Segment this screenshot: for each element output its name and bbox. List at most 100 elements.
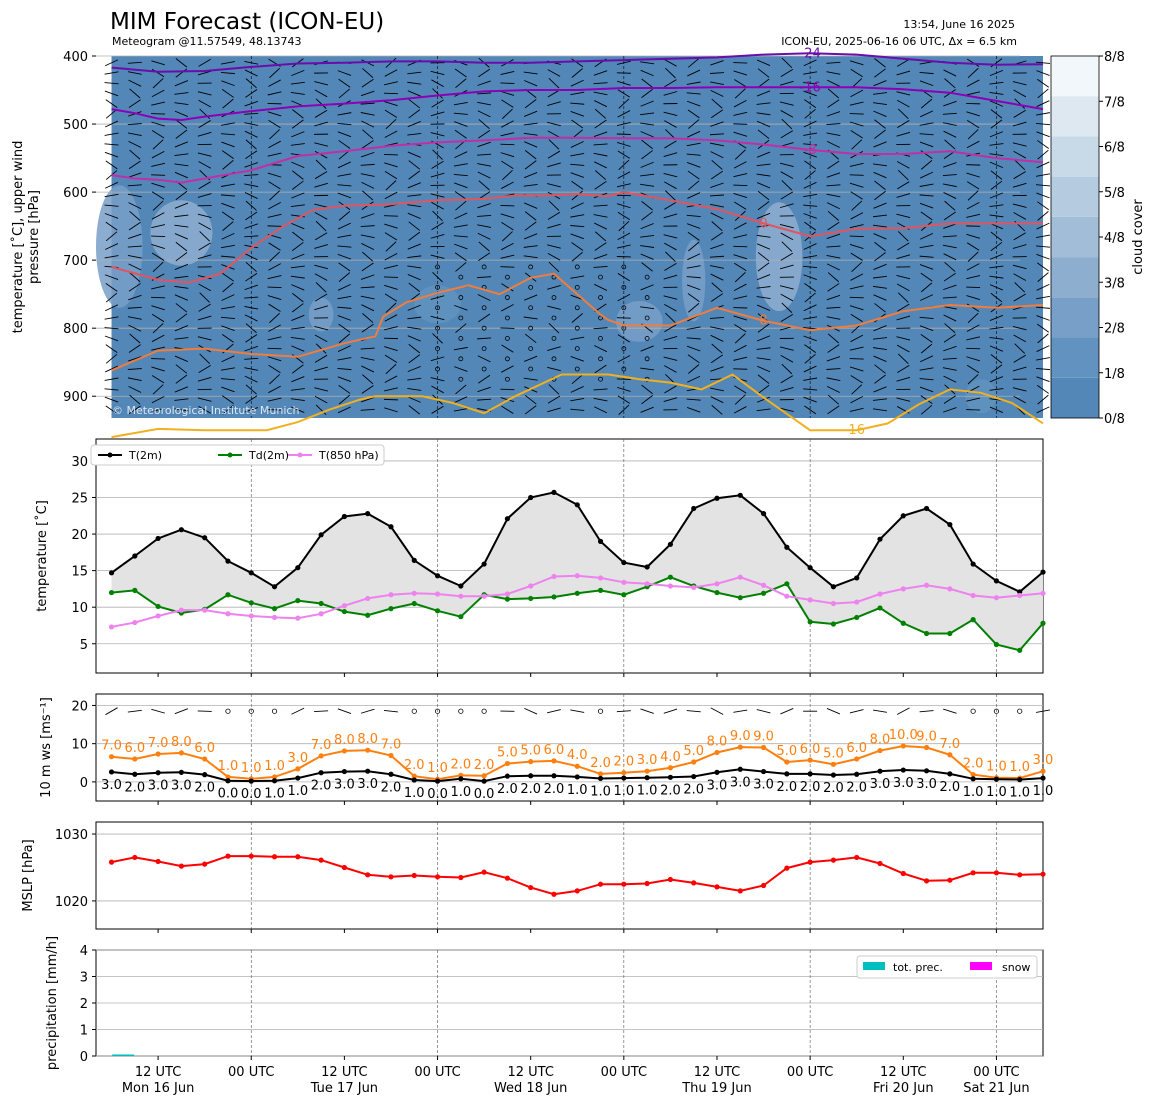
wind-barb xyxy=(432,271,443,283)
wind-barb xyxy=(617,293,631,302)
series-gust-point xyxy=(877,747,883,754)
wind-barb xyxy=(104,71,119,75)
wind-barb xyxy=(547,366,561,372)
series-gust-point xyxy=(178,750,184,756)
calm-circle xyxy=(574,346,580,351)
mean-value-label: 2.0 xyxy=(800,780,821,795)
wind-barb xyxy=(571,374,583,385)
y-tick-label: 1 xyxy=(80,1024,88,1039)
wind-barb xyxy=(455,200,467,211)
calm-circle xyxy=(481,346,487,351)
wind-barb xyxy=(919,71,934,75)
series-T850hPa-point xyxy=(458,593,464,599)
series-gust-point xyxy=(737,744,743,750)
wind-barb xyxy=(384,326,398,331)
wind-barb xyxy=(152,261,164,273)
gust-value-label: 7.0 xyxy=(381,738,402,753)
series-T850hPa-point xyxy=(760,582,767,588)
y-tick-label: 15 xyxy=(71,565,88,580)
wind-barb xyxy=(385,118,397,130)
wind-barb xyxy=(244,367,259,371)
wind-barb xyxy=(385,241,397,252)
wind-barb xyxy=(199,231,211,242)
wind-barb xyxy=(1014,343,1026,354)
mean-value-label: 3.0 xyxy=(870,777,891,792)
wind-barb xyxy=(291,303,304,313)
wind-barb xyxy=(967,67,979,79)
wind-barb xyxy=(919,255,934,258)
wind-barb xyxy=(826,263,840,271)
wind-barb xyxy=(524,172,538,179)
calm-circle xyxy=(505,295,510,300)
wind-barb xyxy=(268,202,281,210)
calm-circle xyxy=(481,325,487,331)
wind-barb xyxy=(756,296,771,299)
series-T850hPa-point xyxy=(900,586,906,592)
wind-barb xyxy=(664,324,677,333)
wind-barb xyxy=(686,100,701,107)
y-tick-label: 5 xyxy=(80,638,88,653)
wind-barb xyxy=(524,707,538,715)
wind-barb xyxy=(872,337,887,340)
legend-marker xyxy=(227,452,233,458)
wind-barb xyxy=(874,364,886,374)
gust-value-label: 5.0 xyxy=(683,744,704,759)
y-tick-label: 2 xyxy=(80,997,88,1012)
series-gust-point xyxy=(597,771,604,777)
upper-ylabel-line: pressure [hPa] xyxy=(27,190,42,284)
mean-value-label: 0.0 xyxy=(474,787,495,802)
wind-barb xyxy=(1035,122,1051,126)
wind-barb xyxy=(175,190,188,201)
wind-barb xyxy=(990,292,1003,303)
series-gust-point xyxy=(760,744,767,751)
wind-barb xyxy=(1035,245,1051,248)
calm-circle xyxy=(435,366,440,372)
wind-barb xyxy=(803,327,818,330)
wind-barb xyxy=(199,292,211,303)
wind-barb xyxy=(338,140,351,149)
wind-barb xyxy=(338,211,351,221)
wind-barb xyxy=(408,109,421,119)
wind-barb xyxy=(826,79,840,87)
series-mean-point xyxy=(458,776,464,782)
wind-barb xyxy=(384,407,398,413)
wind-barb xyxy=(430,233,445,239)
wind-barb xyxy=(617,334,631,343)
wind-barb xyxy=(500,213,515,219)
wind-barb xyxy=(593,327,608,330)
wind-barb xyxy=(268,364,281,374)
wind-barb xyxy=(687,354,700,364)
wind-barb xyxy=(523,71,538,75)
wind-barb xyxy=(733,234,748,239)
series-gust-point xyxy=(481,773,487,779)
wind-barb xyxy=(896,70,911,76)
wind-barb xyxy=(665,312,676,324)
wind-barb xyxy=(943,100,957,107)
wind-barb xyxy=(408,343,421,354)
wind-barb xyxy=(989,161,1004,169)
wind-barb xyxy=(408,354,421,364)
wind-barb xyxy=(104,120,119,128)
calm-circle xyxy=(551,295,557,300)
wind-barb xyxy=(873,202,887,209)
wind-barb xyxy=(362,374,374,385)
wind-barb xyxy=(803,82,818,85)
wind-barb xyxy=(478,129,491,139)
wind-barb xyxy=(1012,203,1027,208)
wind-barb xyxy=(989,192,1004,199)
wind-barb xyxy=(501,304,514,312)
series-mean-point xyxy=(411,777,417,783)
wind-barb xyxy=(872,398,887,401)
wind-barb xyxy=(268,385,281,394)
wind-barb xyxy=(711,282,723,293)
isotherm-label: 8 xyxy=(759,314,767,329)
wind-barb xyxy=(663,397,678,402)
wind-barb xyxy=(547,121,561,127)
wind-barb xyxy=(849,366,864,372)
wind-barb xyxy=(430,132,445,137)
wind-barb xyxy=(360,90,375,97)
wind-barb xyxy=(756,243,771,250)
wind-barb xyxy=(360,234,375,239)
wind-barb xyxy=(524,160,537,170)
wind-barb xyxy=(477,141,491,148)
